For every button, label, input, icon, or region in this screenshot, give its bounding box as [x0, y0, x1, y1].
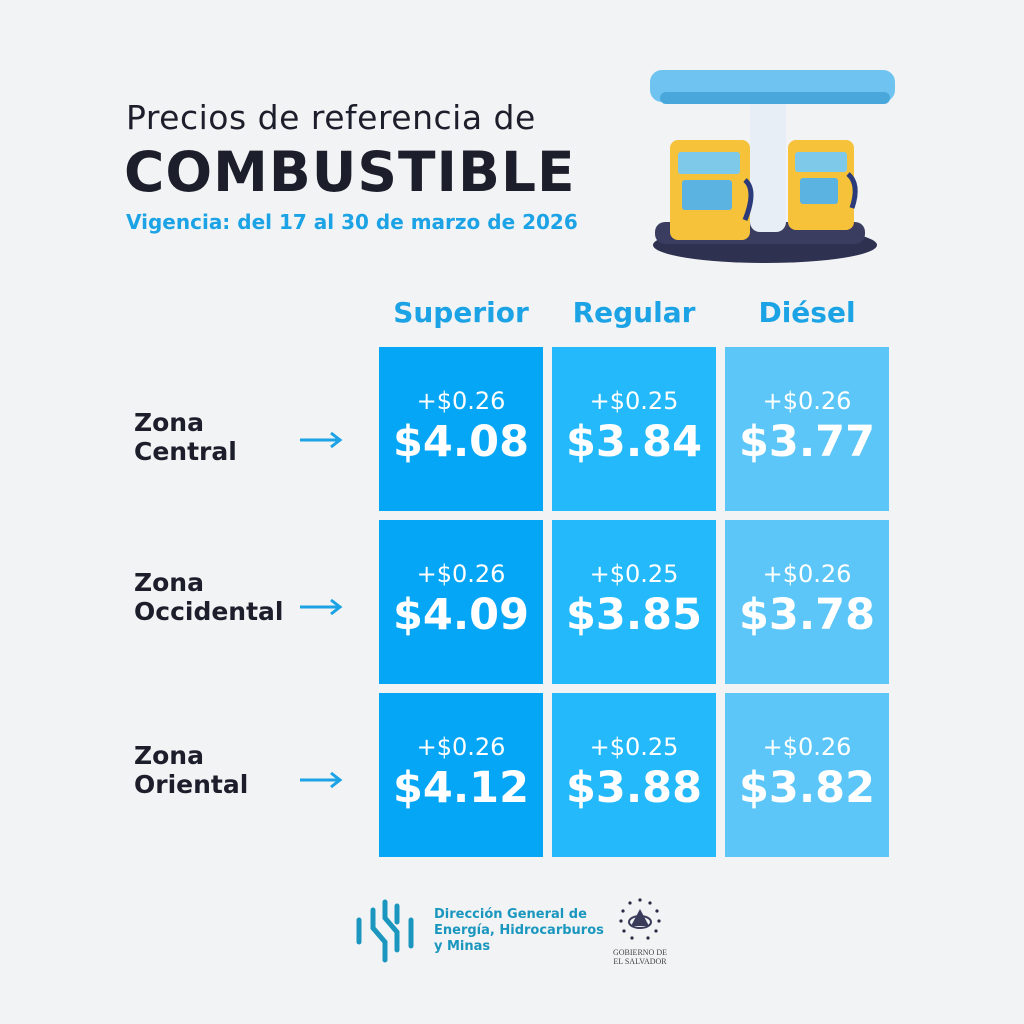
government-name: GOBIERNO DE EL SALVADOR: [606, 948, 674, 966]
el-salvador-coat-of-arms-icon: [619, 898, 661, 940]
agency-line-1: Dirección General de: [434, 907, 587, 922]
price-change: +$0.26: [416, 387, 506, 415]
price-cell-occidental-superior: +$0.26 $4.09: [379, 520, 543, 684]
price: $3.82: [738, 763, 875, 813]
gas-station-illustration: [650, 70, 895, 263]
column-header-superior: Superior: [393, 296, 529, 329]
price-cell-oriental-regular: +$0.25 $3.88: [552, 693, 716, 857]
gov-line-1: GOBIERNO DE: [613, 948, 667, 957]
arrow-right-icon: [300, 598, 343, 616]
price-change: +$0.26: [762, 733, 852, 761]
validity-dates: Vigencia: del 17 al 30 de marzo de 2026: [126, 210, 578, 234]
price-change: +$0.25: [589, 560, 679, 588]
price: $3.78: [738, 590, 875, 640]
price-cell-central-diesel: +$0.26 $3.77: [725, 347, 889, 511]
agency-name: Dirección General de Energía, Hidrocarbu…: [434, 907, 604, 955]
price-cell-oriental-diesel: +$0.26 $3.82: [725, 693, 889, 857]
price-cell-central-regular: +$0.25 $3.84: [552, 347, 716, 511]
price: $4.09: [392, 590, 529, 640]
price-change: +$0.25: [589, 733, 679, 761]
agency-line-2: Energía, Hidrocarburos: [434, 923, 604, 938]
price-change: +$0.25: [589, 387, 679, 415]
zone-prefix: Zona: [134, 408, 204, 437]
zone-prefix: Zona: [134, 568, 204, 597]
title-line-2: COMBUSTIBLE: [124, 140, 576, 204]
price-cell-occidental-diesel: +$0.26 $3.78: [725, 520, 889, 684]
column-header-diesel: Diésel: [758, 296, 856, 329]
zone-label-central: Zona Central: [134, 408, 237, 466]
price: $3.77: [738, 417, 875, 467]
price-cell-central-superior: +$0.26 $4.08: [379, 347, 543, 511]
price: $3.84: [565, 417, 702, 467]
zone-prefix: Zona: [134, 741, 204, 770]
zone-name: Central: [134, 437, 237, 466]
zone-label-oriental: Zona Oriental: [134, 741, 248, 799]
arrow-right-icon: [300, 431, 343, 449]
price: $4.12: [392, 763, 529, 813]
gov-line-2: EL SALVADOR: [613, 957, 667, 966]
price-cell-oriental-superior: +$0.26 $4.12: [379, 693, 543, 857]
arrow-right-icon: [300, 771, 343, 789]
title-line-1: Precios de referencia de: [126, 98, 536, 137]
price: $3.88: [565, 763, 702, 813]
column-header-regular: Regular: [572, 296, 696, 329]
price: $4.08: [392, 417, 529, 467]
price-change: +$0.26: [416, 733, 506, 761]
price-cell-occidental-regular: +$0.25 $3.85: [552, 520, 716, 684]
dghm-logo: [356, 899, 414, 963]
zone-name: Occidental: [134, 597, 284, 626]
zone-name: Oriental: [134, 770, 249, 799]
price-change: +$0.26: [762, 387, 852, 415]
price: $3.85: [565, 590, 702, 640]
agency-line-3: y Minas: [434, 939, 491, 954]
price-change: +$0.26: [416, 560, 506, 588]
price-change: +$0.26: [762, 560, 852, 588]
zone-label-occidental: Zona Occidental: [134, 568, 284, 626]
